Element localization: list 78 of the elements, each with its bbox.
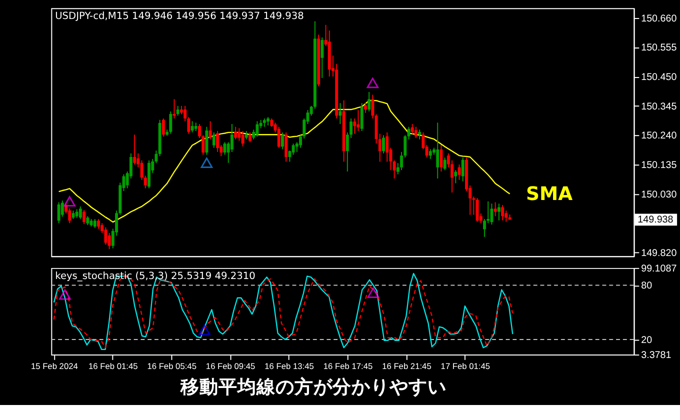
candlestick <box>212 132 216 148</box>
candlestick <box>410 124 414 134</box>
candlestick <box>234 126 238 140</box>
candlestick <box>176 105 180 116</box>
y-tick-label: 150.450 <box>641 72 678 84</box>
candlestick <box>320 36 324 78</box>
y-tick-label: 20 <box>641 334 653 346</box>
candlestick <box>108 232 111 250</box>
candlestick <box>208 120 212 140</box>
text: SMA <box>526 184 574 206</box>
candlestick <box>68 208 72 224</box>
x-tick-label: 16 Feb 09:45 <box>206 360 256 371</box>
y-tick-label: 3.3781 <box>641 350 672 361</box>
candlestick <box>190 120 194 133</box>
y-tick-label: 99.1087 <box>641 263 677 274</box>
x-tick-label: 15 Feb 2024 <box>30 360 78 371</box>
candlestick <box>133 134 136 166</box>
point <box>59 289 71 300</box>
candlestick <box>436 122 440 179</box>
candlestick <box>216 130 220 152</box>
y-tick-label: 150.555 <box>641 42 678 54</box>
x-tick-label: 16 Feb 21:45 <box>382 360 432 371</box>
x-tick-label: 16 Feb 01:45 <box>88 360 138 371</box>
candlestick <box>169 110 172 134</box>
candlestick <box>382 134 385 154</box>
candlestick <box>78 206 82 220</box>
x-tick-label: 16 Feb 17:45 <box>323 360 373 371</box>
candlestick <box>476 198 479 222</box>
candlestick <box>418 129 422 140</box>
chart-title: keys_stochastic (5,3,3) 25.5319 49.2310 <box>55 270 256 282</box>
candlestick <box>281 132 284 150</box>
candlestick <box>364 102 367 114</box>
point <box>367 288 380 298</box>
candlestick <box>494 202 497 217</box>
candlestick <box>353 118 356 134</box>
candlestick <box>428 148 432 160</box>
candlestick <box>284 132 288 162</box>
candlestick <box>162 118 165 138</box>
candlestick <box>82 210 86 225</box>
point <box>198 324 210 336</box>
point <box>64 196 76 207</box>
candlestick <box>360 102 364 132</box>
candlestick <box>392 160 396 179</box>
candlestick <box>57 202 60 224</box>
point <box>366 78 379 88</box>
candlestick <box>368 91 371 112</box>
candlestick <box>205 126 208 156</box>
text: 移動平均線の方が分かりやすい <box>179 376 446 398</box>
y-tick-label: 149.820 <box>641 248 678 259</box>
candlestick <box>238 128 241 142</box>
x-tick-label: 17 Feb 01:45 <box>440 360 490 371</box>
candlestick <box>97 218 100 230</box>
candlestick <box>277 126 280 148</box>
x-tick-label: 16 Feb 05:45 <box>147 360 197 371</box>
candlestick <box>497 203 500 221</box>
candlestick <box>241 130 244 147</box>
x-tick-label: 16 Feb 13:45 <box>264 360 314 371</box>
candlestick <box>440 144 443 172</box>
candlestick <box>248 132 252 143</box>
y-tick-label: 150.030 <box>641 189 678 200</box>
candlestick <box>104 226 108 246</box>
point <box>200 158 213 168</box>
y-tick-label: 150.135 <box>641 160 678 171</box>
text: 149.938 <box>638 214 674 226</box>
chart-title: USDJPY-cd,M15 149.946 149.956 149.937 149.938 <box>55 10 304 22</box>
candlestick <box>461 157 464 182</box>
y-tick-label: 150.240 <box>641 130 678 142</box>
candlestick <box>338 102 342 125</box>
candlestick <box>443 157 446 171</box>
candlestick <box>148 160 150 189</box>
candlestick <box>414 126 418 138</box>
y-tick-label: 150.660 <box>641 13 678 24</box>
y-tick-label: 150.345 <box>641 101 678 112</box>
y-tick-label: 80 <box>641 280 653 292</box>
candlestick <box>501 204 504 221</box>
candlestick <box>454 170 458 184</box>
candlestick <box>371 94 374 119</box>
candlestick <box>292 143 295 156</box>
